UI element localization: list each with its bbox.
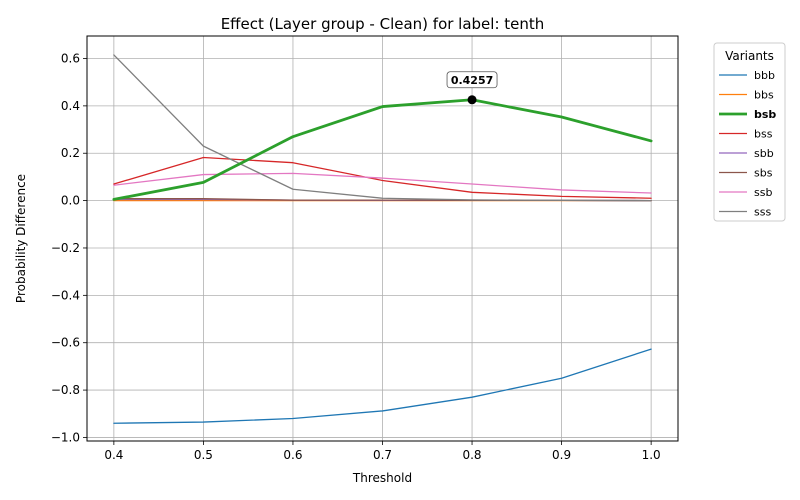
y-tick-label: −0.2 bbox=[51, 241, 80, 255]
x-tick-label: 1.0 bbox=[642, 448, 661, 462]
legend-label-ssb: ssb bbox=[754, 186, 772, 199]
y-axis-title: Probability Difference bbox=[14, 174, 28, 303]
legend-label-sss: sss bbox=[754, 206, 771, 219]
legend: Variants bbb bbs bsb bss sbb sbs ssb sss bbox=[713, 42, 786, 222]
series-line-bsb bbox=[112, 98, 653, 201]
x-tick-label: 0.9 bbox=[552, 448, 571, 462]
legend-items: bbb bbs bsb bss sbb sbs ssb sss bbox=[719, 69, 776, 219]
annotation-label: 0.4257 bbox=[451, 74, 493, 87]
y-tick-label: 0.2 bbox=[61, 146, 80, 160]
legend-label-sbs: sbs bbox=[754, 167, 773, 180]
legend-label-bsb: bsb bbox=[754, 108, 776, 121]
x-tick-label: 0.4 bbox=[104, 448, 123, 462]
series-line-sss bbox=[113, 54, 652, 202]
annotation: 0.4257 bbox=[446, 71, 498, 105]
legend-frame bbox=[713, 42, 786, 222]
y-tick-label: −0.4 bbox=[51, 288, 80, 302]
chart-title: Effect (Layer group - Clean) for label: … bbox=[221, 15, 545, 33]
y-tick-label: −1.0 bbox=[51, 430, 80, 444]
x-tick-label: 0.5 bbox=[194, 448, 213, 462]
legend-label-bbb: bbb bbox=[754, 69, 775, 82]
axis-ticks: 0.4 0.5 0.6 0.7 0.8 0.9 1.0 −1.0 −0.8 −0.6 −0.4 −0.… bbox=[51, 52, 661, 463]
x-tick-label: 0.8 bbox=[462, 448, 481, 462]
legend-label-sbb: sbb bbox=[754, 147, 774, 160]
y-tick-label: 0.0 bbox=[61, 194, 80, 208]
series-lines bbox=[112, 54, 653, 424]
annotation-box bbox=[446, 71, 498, 89]
legend-title: Variants bbox=[725, 49, 774, 63]
x-axis-title: Threshold bbox=[352, 471, 412, 485]
y-tick-label: 0.4 bbox=[61, 99, 80, 113]
series-line-ssb bbox=[113, 172, 652, 194]
y-tick-label: −0.8 bbox=[51, 383, 80, 397]
x-tick-label: 0.6 bbox=[283, 448, 302, 462]
grid bbox=[87, 36, 678, 441]
x-tick-label: 0.7 bbox=[373, 448, 392, 462]
annotation-marker bbox=[467, 95, 477, 105]
y-tick-label: 0.6 bbox=[61, 52, 80, 66]
series-line-bbb bbox=[113, 348, 652, 424]
y-tick-label: −0.6 bbox=[51, 336, 80, 350]
legend-label-bbs: bbs bbox=[754, 89, 774, 102]
legend-label-bss: bss bbox=[754, 128, 773, 141]
series-line-bss bbox=[113, 156, 652, 199]
